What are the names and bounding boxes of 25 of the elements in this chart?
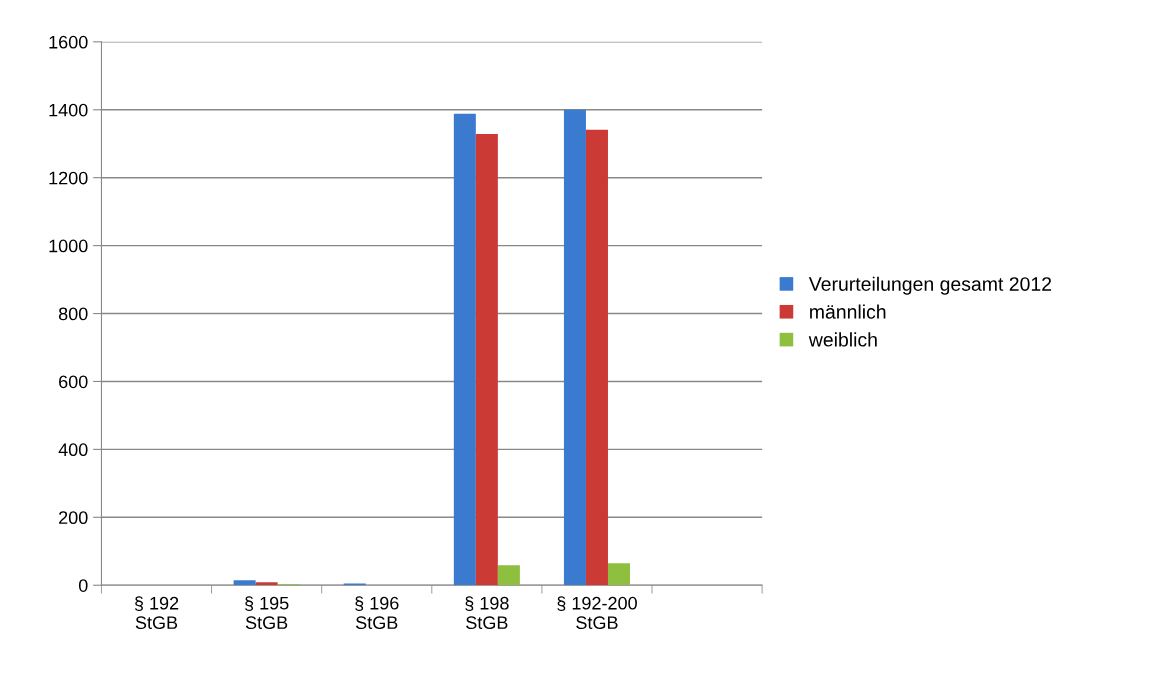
y-tick-label: 0 (78, 579, 88, 592)
legend-label: Verurteilungen gesamt 2012 (808, 276, 1052, 295)
y-tick-label: 600 (59, 375, 88, 389)
x-tick-label: § 192-200 StGB (557, 596, 637, 630)
y-tick-label: 1000 (49, 239, 88, 253)
bar (497, 565, 520, 586)
bar (475, 133, 498, 586)
bar (233, 580, 256, 586)
y-tick-label: 1400 (49, 103, 88, 117)
y-tick-label: 1600 (49, 35, 88, 49)
bar (453, 113, 476, 586)
bar (563, 109, 586, 586)
legend-label: weiblich (808, 332, 877, 347)
legend-label: männlich (810, 304, 886, 319)
y-tick-label: 800 (58, 307, 88, 321)
y-tick-label: 200 (59, 511, 88, 525)
bar (255, 582, 278, 586)
bar (585, 129, 608, 586)
x-tick-label: § 195 StGB (245, 596, 289, 630)
x-tick-label: § 192 StGB (134, 596, 179, 630)
x-tick-label: § 198 StGB (465, 596, 509, 630)
y-tick-label: 400 (58, 443, 88, 457)
bar (607, 563, 630, 586)
x-tick-label: § 196 StGB (355, 596, 399, 630)
y-tick-label: 1200 (49, 171, 88, 185)
